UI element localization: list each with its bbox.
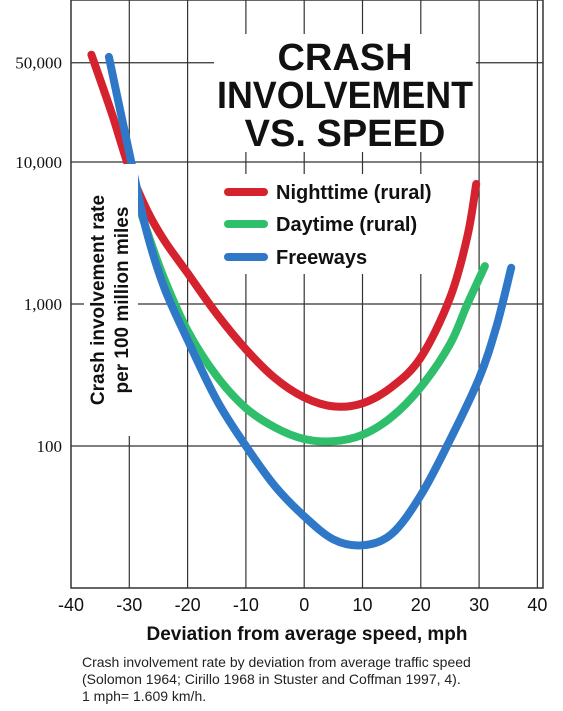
x-tick-labels: -40 -30 -20 -10 0 10 20 30 40 (58, 595, 547, 615)
title-line: INVOLVEMENT (217, 75, 473, 117)
y-label-backing (84, 164, 138, 436)
figure-caption: Crash involvement rate by deviation from… (82, 654, 552, 705)
x-tick-label: 40 (527, 595, 547, 615)
caption-line: 1 mph= 1.609 km/h. (82, 688, 207, 704)
series-line-freeways (104, 52, 516, 550)
caption-line: (Solomon 1964; Cirillo 1968 in Stuster a… (82, 671, 461, 687)
legend-label-freeways: Freeways (276, 247, 367, 269)
x-tick-label: -20 (175, 595, 201, 615)
series-lines (87, 50, 516, 550)
y-tick-label: 100 (37, 437, 63, 456)
x-axis-label: Deviation from average speed, mph (147, 624, 468, 645)
y-tick-label: 10,000 (15, 153, 62, 172)
x-tick-label: -40 (58, 595, 84, 615)
title-line: VS. SPEED (245, 113, 446, 155)
x-tick-label: -30 (116, 595, 142, 615)
y-tick-labels: 100 1,000 10,000 50,000 (15, 54, 62, 456)
caption-line: Crash involvement rate by deviation from… (82, 654, 471, 670)
title-backing (214, 34, 476, 152)
x-tick-label: 0 (299, 595, 309, 615)
y-axis-label-line: per 100 million miles (112, 207, 133, 394)
x-tick-label: 10 (352, 595, 372, 615)
y-tick-label: 50,000 (15, 54, 62, 73)
x-tick-label: -10 (233, 595, 259, 615)
y-tick-label: 1,000 (24, 295, 62, 314)
x-tick-label: 30 (469, 595, 489, 615)
legend-label-daytime-rural: Daytime (rural) (276, 214, 417, 236)
y-axis-label-line: Crash involvement rate (88, 195, 109, 405)
legend: Nighttime (rural) Daytime (rural) Freeways (214, 174, 452, 274)
x-tick-label: 20 (411, 595, 431, 615)
title-line: CRASH (277, 37, 412, 79)
legend-label-nighttime-rural: Nighttime (rural) (276, 182, 432, 204)
y-axis-label: Crash involvement rate per 100 million mi… (84, 164, 138, 436)
